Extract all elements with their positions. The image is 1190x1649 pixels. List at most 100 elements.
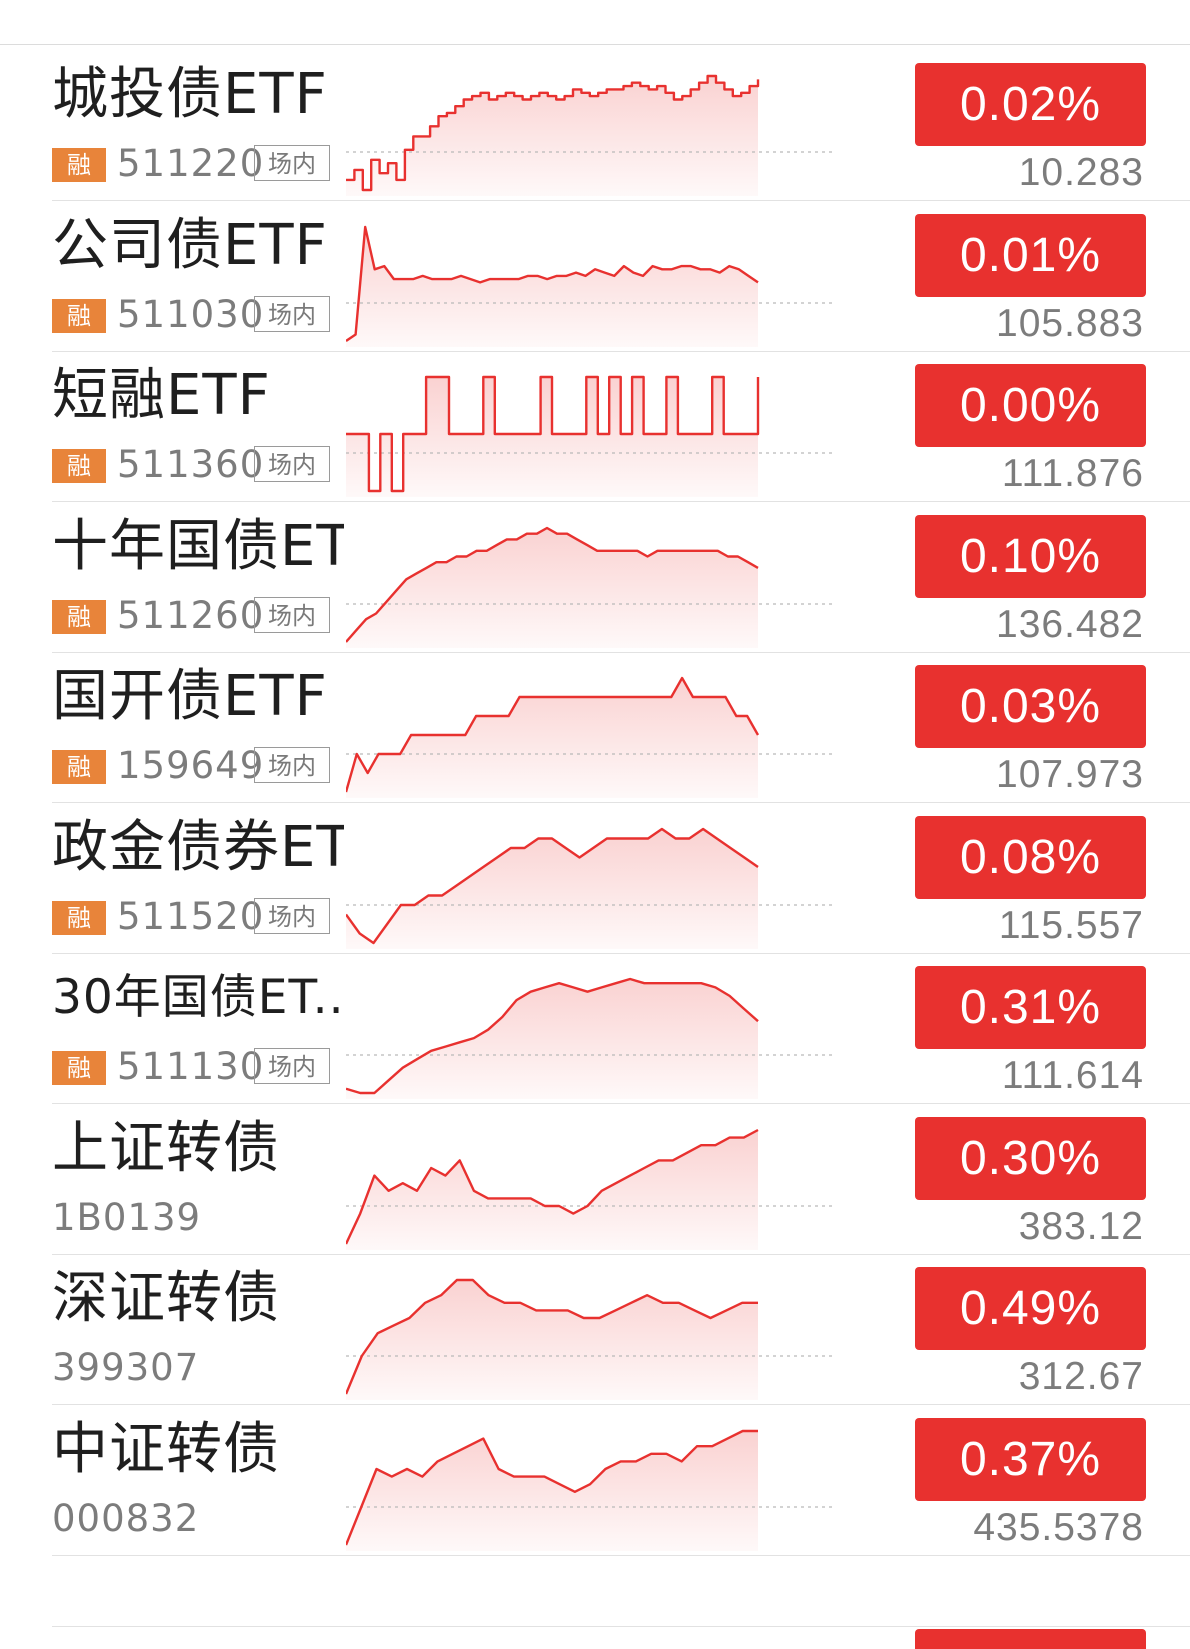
intraday-sparkline: [346, 1278, 836, 1400]
sparkline-line: [346, 977, 759, 1095]
last-price: 107.973: [996, 753, 1144, 796]
change-percent-badge[interactable]: 0.37%: [915, 1417, 1146, 1501]
next-change-badge[interactable]: [915, 1629, 1146, 1649]
change-percent-badge[interactable]: 0.02%: [915, 63, 1146, 146]
sparkline-area: [346, 226, 758, 347]
sparkline-area: [346, 828, 758, 949]
sparkline-line: [346, 827, 759, 944]
sparkline-area: [346, 678, 758, 798]
sparkline-line: [346, 74, 760, 192]
intraday-sparkline: [346, 526, 836, 648]
security-name: 城投债ETF: [52, 62, 328, 127]
venue-tag: 场内: [254, 145, 330, 181]
sparkline-area: [346, 1129, 758, 1250]
intraday-sparkline: [346, 827, 836, 949]
list-item[interactable]: 城投债ETF 融 511220 场内 0.02% 10.283: [0, 44, 1190, 201]
row-divider: [52, 1253, 1190, 1255]
last-price: 111.614: [1001, 1054, 1144, 1097]
margin-badge: 融: [52, 1051, 106, 1085]
change-percent-badge[interactable]: 0.31%: [915, 966, 1146, 1049]
list-item[interactable]: 深证转债 399307 0.49% 312.67: [0, 1248, 1190, 1405]
list-item[interactable]: 30年国债ET... 融 511130 场内 0.31% 111.614: [0, 947, 1190, 1104]
intraday-sparkline: [346, 225, 836, 347]
last-price: 435.5378: [973, 1505, 1144, 1549]
sparkline-area: [346, 76, 758, 196]
list-item[interactable]: 中证转债 000832 0.37% 435.5378: [0, 1399, 1190, 1556]
list-item[interactable]: 公司债ETF 融 511030 场内 0.01% 105.883: [0, 195, 1190, 352]
change-percent-badge[interactable]: 0.30%: [915, 1116, 1146, 1200]
last-price: 312.67: [1018, 1355, 1144, 1398]
security-name: 30年国债ET...: [52, 970, 344, 1025]
security-code: 000832: [52, 1496, 200, 1540]
security-name: 上证转债: [52, 1115, 280, 1181]
venue-tag: 场内: [254, 897, 330, 934]
change-percent-badge[interactable]: 0.10%: [915, 514, 1146, 598]
change-percent-badge[interactable]: 0.08%: [915, 815, 1146, 899]
sparkline-line: [346, 225, 759, 342]
intraday-sparkline: [346, 1128, 836, 1250]
row-divider: [52, 802, 1190, 803]
security-code: 511130: [117, 1045, 265, 1088]
last-price: 105.883: [996, 301, 1144, 345]
list-item[interactable]: 上证转债 1B0139 0.30% 383.12: [0, 1098, 1190, 1255]
last-price: 383.12: [1018, 1204, 1144, 1248]
security-code: 159649: [117, 744, 265, 787]
intraday-sparkline: [346, 74, 836, 196]
row-divider: [52, 1554, 1190, 1556]
security-code: 1B0139: [52, 1195, 202, 1239]
row-divider: [52, 651, 1190, 653]
list-item[interactable]: 国开债ETF 融 159649 场内 0.03% 107.973: [0, 646, 1190, 803]
row-divider: [52, 200, 1190, 201]
security-code: 511360: [117, 443, 265, 486]
row-divider: [52, 952, 1190, 954]
change-percent-badge[interactable]: 0.49%: [915, 1267, 1146, 1350]
security-code: 511520: [117, 894, 265, 938]
last-price: 111.876: [1001, 452, 1144, 495]
list-item[interactable]: 十年国债ETF 融 511260 场内 0.10% 136.482: [0, 496, 1190, 653]
intraday-sparkline: [346, 375, 836, 497]
intraday-sparkline: [346, 676, 836, 798]
security-name: 国开债ETF: [52, 664, 328, 729]
security-code: 511030: [117, 292, 265, 336]
list-divider: [52, 1626, 1190, 1627]
sparkline-area: [346, 527, 758, 648]
security-code: 511260: [117, 593, 265, 637]
margin-badge: 融: [52, 298, 106, 333]
sparkline-line: [346, 676, 760, 793]
change-percent-badge[interactable]: 0.03%: [915, 665, 1146, 748]
security-code: 511220: [117, 142, 265, 185]
venue-tag: 场内: [254, 295, 330, 332]
intraday-sparkline: [346, 1429, 836, 1551]
row-divider: [52, 1404, 1190, 1405]
security-name: 深证转债: [52, 1266, 280, 1331]
row-divider: [52, 350, 1190, 352]
sparkline-line: [346, 375, 760, 493]
sparkline-area: [346, 1430, 758, 1551]
sparkline-line: [346, 526, 759, 643]
venue-tag: 场内: [254, 446, 330, 482]
row-divider: [52, 501, 1190, 502]
security-name: 十年国债ETF: [52, 513, 344, 579]
sparkline-area: [346, 979, 758, 1099]
list-item[interactable]: 短融ETF 融 511360 场内 0.00% 111.876: [0, 345, 1190, 502]
sparkline-line: [346, 1278, 758, 1395]
margin-badge: 融: [52, 449, 106, 483]
venue-tag: 场内: [254, 1048, 330, 1084]
top-bar: [0, 0, 1190, 45]
list-item[interactable]: 政金债券ETF 融 511520 场内 0.08% 115.557: [0, 797, 1190, 954]
security-name: 政金债券ETF: [52, 814, 344, 880]
sparkline-line: [346, 1128, 759, 1245]
margin-badge: 融: [52, 750, 106, 784]
change-percent-badge[interactable]: 0.00%: [915, 364, 1146, 447]
security-name: 公司债ETF: [52, 212, 328, 278]
margin-badge: 融: [52, 599, 106, 634]
security-name: 中证转债: [52, 1416, 280, 1482]
last-price: 115.557: [998, 903, 1144, 947]
security-code: 399307: [52, 1346, 200, 1389]
margin-badge: 融: [52, 148, 106, 182]
row-divider: [52, 1103, 1190, 1104]
change-percent-badge[interactable]: 0.01%: [915, 213, 1146, 297]
last-price: 136.482: [996, 602, 1144, 646]
sparkline-area: [346, 1280, 758, 1400]
intraday-sparkline: [346, 977, 836, 1099]
